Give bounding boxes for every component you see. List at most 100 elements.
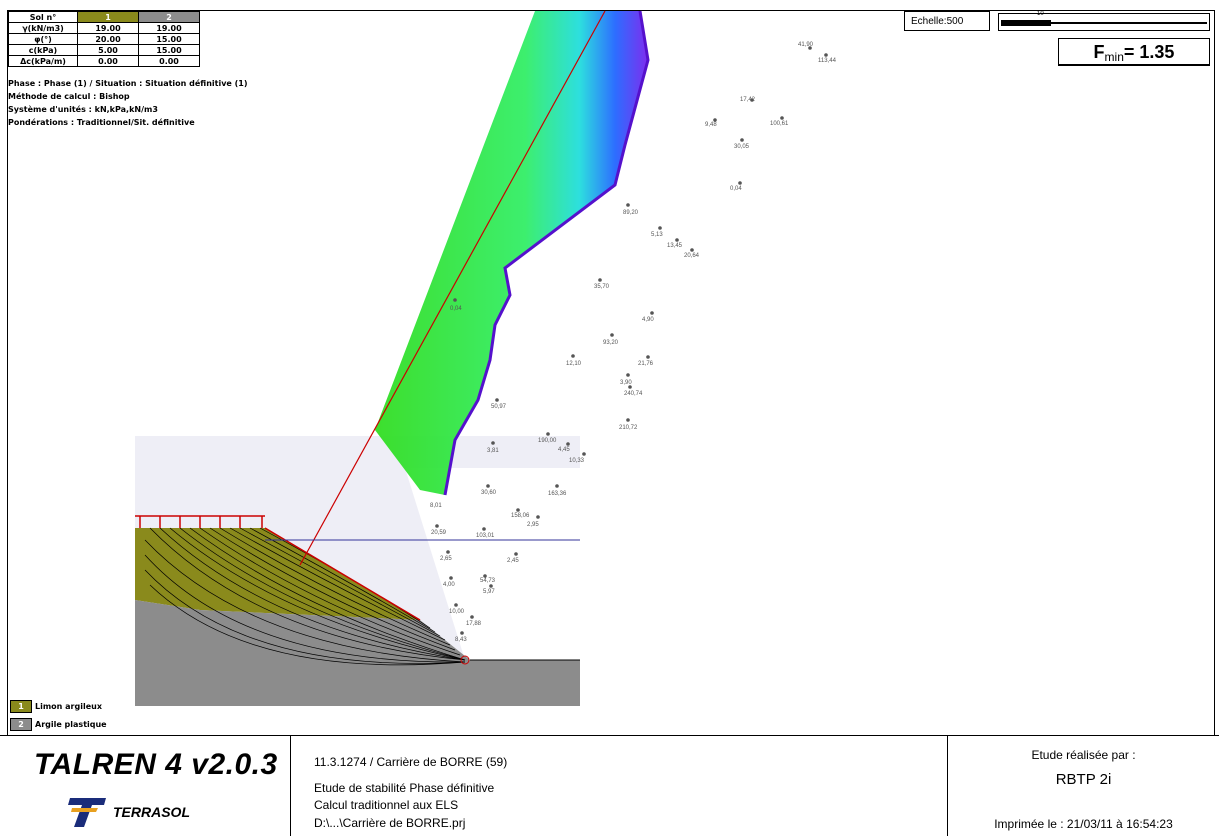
project-line: 11.3.1274 / Carrière de BORRE (59) <box>314 755 508 769</box>
frame-border <box>7 10 8 735</box>
table-header-soil-1: 1 <box>77 11 139 23</box>
grid-value: 21,76 <box>638 361 654 367</box>
grid-value: 240,74 <box>624 391 643 397</box>
frame-border <box>1214 10 1215 735</box>
legend-swatch: 1 <box>10 700 32 713</box>
grid-value: 113,44 <box>818 58 836 64</box>
grid-value: 9,48 <box>705 122 717 128</box>
scale-bar-number: 10 <box>1037 11 1044 17</box>
fmin-value: = 1.35 <box>1123 42 1175 62</box>
grid-value: 20,64 <box>684 253 700 259</box>
grid-value: 93,20 <box>603 340 619 346</box>
legend-item-1: 1 Limon argileux <box>10 700 102 713</box>
title-block: TALREN 4 v2.0.3 TERRASOL 11.3.1274 / Car… <box>0 735 1219 836</box>
param-label: φ(°) <box>8 33 78 45</box>
grid-value: 20,59 <box>431 530 447 536</box>
frame-border <box>7 10 1215 11</box>
grid-value: 190,00 <box>538 438 557 444</box>
project-line: Calcul traditionnel aux ELS <box>314 798 459 812</box>
scale-label: Echelle:500 <box>904 11 990 31</box>
param-value: 19.00 <box>138 22 200 34</box>
slope-surface-line <box>264 527 421 621</box>
safety-contour-zone <box>375 11 648 495</box>
scale-bar-block <box>1001 20 1051 26</box>
study-by-label: Etude réalisée par : <box>1031 748 1136 762</box>
fmin-box: Fmin= 1.35 <box>1058 38 1210 66</box>
grid-value: 158,06 <box>511 513 530 519</box>
contour-edge <box>443 10 650 496</box>
failure-surfaces <box>144 527 466 666</box>
grid-value: 17,42 <box>740 97 756 103</box>
soil-properties-table: Sol n° 1 2 γ(kN/m3) 19.00 19.00 φ(°) 20.00 1… <box>8 11 200 67</box>
grid-value: 3,81 <box>487 448 499 454</box>
project-line: D:\...\Carrière de BORRE.prj <box>314 816 466 830</box>
study-by-value: RBTP 2i <box>1055 771 1112 788</box>
software-cell: TALREN 4 v2.0.3 TERRASOL <box>0 736 291 836</box>
grid-value: 50,97 <box>491 404 507 410</box>
terrasol-logo-icon <box>68 798 106 827</box>
param-value: 0.00 <box>138 55 200 67</box>
fmin-sub: min <box>1104 50 1124 64</box>
param-value: 15.00 <box>138 33 200 45</box>
table-header-soil-2: 2 <box>138 11 200 23</box>
param-value: 20.00 <box>77 33 139 45</box>
grid-value: 0,04 <box>730 186 742 192</box>
project-cell: 11.3.1274 / Carrière de BORRE (59) Etude… <box>291 736 948 836</box>
fmin-label: F <box>1093 42 1105 62</box>
method-text: Méthode de calcul : Bishop <box>8 92 130 101</box>
grid-value: 10,00 <box>449 609 465 615</box>
grid-value: 2,95 <box>527 522 539 528</box>
grid-value: 210,72 <box>619 425 638 431</box>
software-name: TALREN 4 v2.0.3 <box>34 748 278 781</box>
surcharge-markers <box>135 515 265 528</box>
param-value: 0.00 <box>77 55 139 67</box>
grid-value-labels: 41,90 113,44 17,42 9,48 100,61 30,05 0,04 89,20… <box>430 42 836 643</box>
project-line: Etude de stabilité Phase définitive <box>314 781 495 795</box>
param-value: 15.00 <box>138 44 200 56</box>
grid-value: 30,60 <box>481 490 497 496</box>
param-value: 19.00 <box>77 22 139 34</box>
grid-value: 163,36 <box>548 491 567 497</box>
grid-value: 13,45 <box>667 243 683 249</box>
study-cell: Etude réalisée par : RBTP 2i Imprimée le… <box>948 736 1219 836</box>
grid-value: 2,45 <box>507 558 519 564</box>
soil-layer-1 <box>135 528 420 620</box>
param-label: c(kPa) <box>8 44 78 56</box>
grid-value: 103,01 <box>476 533 495 539</box>
legend-label: Limon argileux <box>35 702 102 711</box>
grid-value: 30,05 <box>734 144 750 150</box>
grid-value: 17,88 <box>466 621 482 627</box>
grid-value: 8,43 <box>455 637 467 643</box>
company-name: TERRASOL <box>113 804 190 820</box>
scale-bar: 10 <box>998 11 1210 31</box>
grid-value: 0,04 <box>450 306 462 312</box>
grid-value: 8,01 <box>430 503 442 509</box>
search-grid-blank <box>405 468 580 660</box>
units-text: Système d'unités : kN,kPa,kN/m3 <box>8 105 158 114</box>
legend-swatch: 2 <box>10 718 32 731</box>
grid-value: 4,00 <box>443 582 455 588</box>
weights-text: Pondérations : Traditionnel/Sit. définit… <box>8 118 195 127</box>
grid-value: 4,45 <box>558 447 570 453</box>
param-label: γ(kN/m3) <box>8 22 78 34</box>
grid-value: 3,90 <box>620 380 632 386</box>
critical-failure-line <box>299 10 606 566</box>
grid-value: 35,70 <box>594 284 610 290</box>
grid-value: 89,20 <box>623 210 639 216</box>
legend-label: Argile plastique <box>35 720 107 729</box>
grid-value: 41,90 <box>798 42 814 48</box>
soil-layer-2 <box>135 600 580 706</box>
grid-value: 10,33 <box>569 458 585 464</box>
critical-center <box>460 655 470 665</box>
grid-value: 4,90 <box>642 317 654 323</box>
table-header: Sol n° <box>8 11 78 23</box>
grid-value: 100,61 <box>770 121 789 127</box>
param-label: Δc(kPa/m) <box>8 55 78 67</box>
grid-value: 54,73 <box>480 578 496 584</box>
grid-value: 2,65 <box>440 556 452 562</box>
grid-value: 5,13 <box>651 232 663 238</box>
grid-points <box>435 46 828 635</box>
grid-value: 12,10 <box>566 361 582 367</box>
